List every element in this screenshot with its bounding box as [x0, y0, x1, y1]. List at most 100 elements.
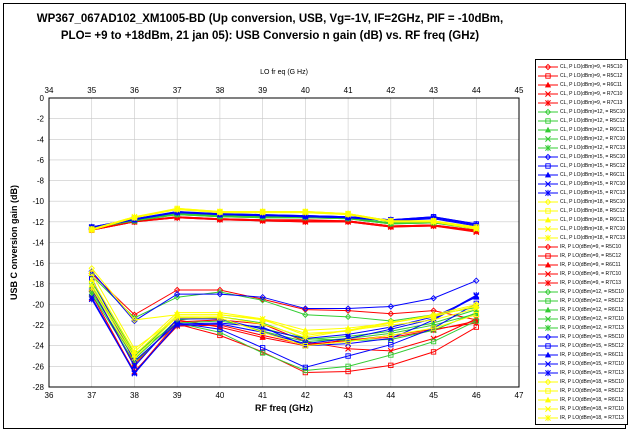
- legend-label: CL, P LO(dBm)=9, = R6C11: [560, 82, 623, 88]
- legend-item: CL, P LO(dBm)=18, = R5C10: [536, 198, 629, 206]
- legend-label: IR, P LO(dBm)=9, = R6C11: [560, 262, 621, 268]
- legend-label: CL, P LO(dBm)=12, = R5C12: [560, 118, 626, 124]
- legend-label: CL, P LO(dBm)=18, = R5C10: [560, 199, 626, 205]
- data-point: [216, 286, 224, 294]
- legend-label: IR, P LO(dBm)=18, = R6C11: [560, 397, 624, 403]
- legend-marker: [545, 181, 551, 187]
- legend-item: IR, P LO(dBm)=12, = R5C10: [536, 288, 629, 296]
- data-point: [473, 312, 479, 318]
- data-point: [216, 208, 223, 215]
- legend-item: IR, P LO(dBm)=12, = R7C13: [536, 324, 629, 332]
- data-point: [430, 349, 437, 355]
- legend-item: CL, P LO(dBm)=9, = R5C12: [536, 72, 629, 80]
- y-tick-label: -28: [32, 383, 44, 392]
- legend-marker: [545, 253, 551, 259]
- top-tick-label: 34: [45, 86, 54, 95]
- data-point: [473, 302, 480, 309]
- legend-item: IR, P LO(dBm)=12, = R5C12: [536, 297, 629, 305]
- legend-item: CL, P LO(dBm)=9, = R7C10: [536, 90, 629, 98]
- y-tick-label: -22: [32, 321, 44, 330]
- legend-marker: [545, 208, 551, 214]
- legend-swatch: [538, 91, 558, 97]
- data-point: [302, 305, 309, 312]
- legend-marker: [545, 226, 551, 232]
- data-point: [302, 311, 309, 318]
- top-tick-label: 42: [386, 86, 395, 95]
- legend-item: CL, P LO(dBm)=12, = R6C11: [536, 126, 629, 134]
- data-point: [216, 288, 224, 296]
- legend-label: IR, P LO(dBm)=9, = R5C12: [560, 253, 622, 259]
- legend-item: CL, P LO(dBm)=18, = R7C13: [536, 234, 629, 242]
- legend-swatch: [538, 378, 558, 386]
- top-axis-label: LO fr eq (G Hz): [260, 69, 308, 76]
- data-point: [430, 217, 437, 224]
- data-point: [131, 369, 138, 376]
- legend-marker: [544, 351, 552, 358]
- legend-marker: [544, 378, 552, 386]
- legend-marker: [545, 99, 551, 107]
- legend-marker: [544, 171, 552, 178]
- legend: CL, P LO(dBm)=9, = R5C10 CL, P LO(dBm)=9,…: [535, 59, 628, 425]
- legend-swatch: [538, 343, 558, 349]
- legend-item: IR, P LO(dBm)=9, = R5C10: [536, 243, 629, 251]
- legend-marker: [545, 136, 551, 142]
- legend-marker: [545, 118, 551, 124]
- legend-item: CL, P LO(dBm)=15, = R5C10: [536, 153, 629, 161]
- legend-swatch: [538, 153, 558, 161]
- legend-marker: [545, 163, 551, 169]
- data-point: [259, 315, 266, 322]
- data-point: [259, 297, 266, 304]
- top-tick-label: 38: [215, 86, 224, 95]
- legend-marker: [544, 126, 552, 133]
- legend-swatch: [538, 163, 558, 169]
- legend-swatch: [538, 189, 558, 197]
- legend-label: IR, P LO(dBm)=9, = R7C10: [560, 271, 622, 277]
- legend-marker: [545, 316, 551, 322]
- top-tick-label: 37: [173, 86, 182, 95]
- data-point: [174, 321, 181, 329]
- data-point: [88, 225, 95, 233]
- legend-label: IR, P LO(dBm)=18, = R7C13: [560, 415, 624, 421]
- legend-item: CL, P LO(dBm)=9, = R5C10: [536, 63, 629, 71]
- x-tick-label: 38: [130, 391, 139, 400]
- data-point: [302, 367, 309, 374]
- data-point: [387, 310, 395, 317]
- data-point: [173, 290, 181, 298]
- y-tick-label: -4: [37, 135, 45, 144]
- legend-item: CL, P LO(dBm)=15, = R5C12: [536, 162, 629, 170]
- y-axis-label: USB C onversion gain (dB): [9, 185, 19, 300]
- legend-swatch: [538, 216, 558, 223]
- series-path: [91, 208, 477, 230]
- legend-item: IR, P LO(dBm)=18, = R5C12: [536, 387, 629, 395]
- y-tick-label: 0: [40, 94, 45, 103]
- data-point: [473, 277, 480, 284]
- legend-item: IR, P LO(dBm)=18, = R6C11: [536, 396, 629, 404]
- x-tick-label: 44: [386, 391, 395, 400]
- data-point: [131, 354, 138, 362]
- legend-marker: [545, 271, 551, 277]
- legend-label: CL, P LO(dBm)=15, = R5C12: [560, 163, 626, 169]
- series-group: [88, 205, 480, 377]
- legend-item: CL, P LO(dBm)=12, = R5C10: [536, 108, 629, 116]
- legend-marker: [545, 144, 551, 152]
- legend-swatch: [538, 234, 558, 242]
- y-tick-label: -24: [32, 342, 44, 351]
- data-point: [344, 305, 352, 312]
- legend-marker: [545, 189, 551, 197]
- x-tick-label: 37: [87, 391, 96, 400]
- series-path: [91, 273, 477, 350]
- data-point: [430, 313, 437, 320]
- data-point: [259, 345, 266, 351]
- legend-label: CL, P LO(dBm)=9, = R7C13: [560, 100, 623, 106]
- data-point: [216, 313, 223, 320]
- legend-swatch: [538, 181, 558, 187]
- legend-marker: [545, 343, 551, 349]
- data-point: [131, 363, 138, 369]
- legend-label: CL, P LO(dBm)=12, = R5C10: [560, 109, 626, 115]
- legend-item: IR, P LO(dBm)=18, = R5C10: [536, 378, 629, 386]
- legend-item: CL, P LO(dBm)=9, = R6C11: [536, 81, 629, 89]
- legend-item: CL, P LO(dBm)=12, = R7C10: [536, 135, 629, 143]
- data-point: [430, 338, 437, 345]
- legend-swatch: [538, 306, 558, 313]
- series-path: [91, 293, 477, 374]
